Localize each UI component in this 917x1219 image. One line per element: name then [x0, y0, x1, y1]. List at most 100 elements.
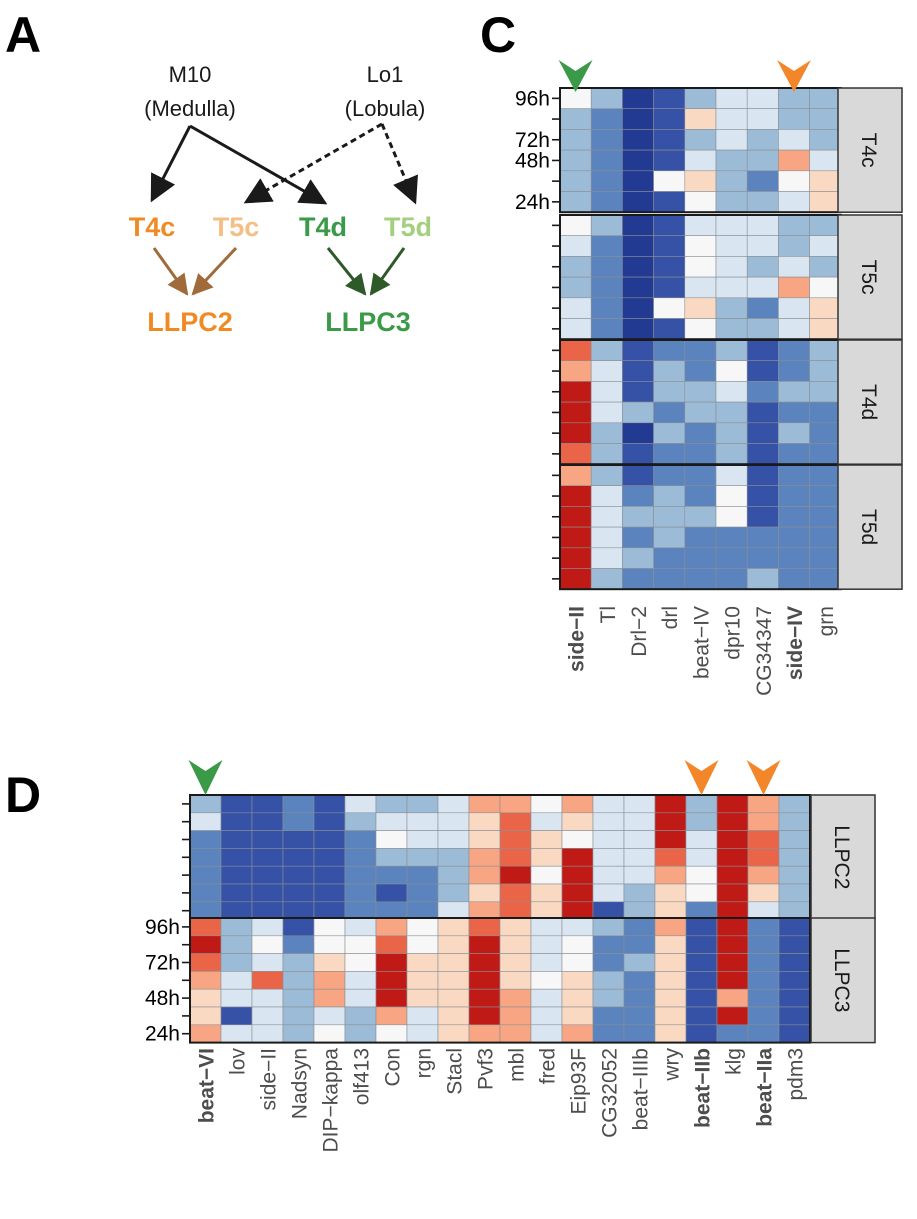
heatmap-cell — [654, 883, 687, 903]
gene-label-pdm3: pdm3 — [785, 1048, 808, 1101]
time-label: 24h — [145, 1023, 180, 1046]
heatmap-cell — [622, 526, 654, 549]
gene-label-side-iv: side−IV — [784, 606, 807, 680]
heatmap-cell — [282, 971, 315, 990]
heatmap-cell — [809, 297, 842, 319]
diagram-edges — [150, 122, 418, 296]
heatmap-cell — [653, 568, 686, 590]
heatmap-cell — [437, 794, 470, 814]
heatmap-cell — [653, 191, 686, 213]
heatmap-cell — [590, 506, 623, 528]
edge-t5d-llpc3 — [369, 247, 406, 296]
heatmap-cell — [590, 318, 623, 340]
gene-label-pvf3: Pvf3 — [475, 1048, 498, 1090]
heatmap-cell — [623, 935, 656, 954]
heatmap-cell — [685, 848, 718, 867]
heatmap-cell — [654, 971, 687, 990]
strip-t5c: T5c — [837, 214, 903, 340]
heatmap-cell — [623, 953, 656, 972]
strip-background — [837, 214, 903, 340]
heatmap-cell — [716, 971, 749, 990]
heatmap-cell — [715, 339, 748, 362]
heatmap-cell — [499, 988, 532, 1008]
heatmap-cell — [809, 443, 842, 465]
heatmap-cell — [313, 901, 346, 920]
gene-label-beat-iiib: beat−IIIb — [630, 1048, 653, 1130]
heatmap-cell — [778, 129, 810, 151]
heatmap-cell — [715, 401, 748, 424]
heatmap-cell — [282, 953, 315, 972]
heatmap-cell — [653, 170, 686, 192]
heatmap-cell — [189, 953, 222, 972]
heatmap-cell — [375, 830, 408, 849]
heatmap-cell — [468, 830, 501, 849]
heatmap-cell — [344, 830, 377, 849]
heatmap-cell — [684, 526, 717, 549]
heatmap-cell — [716, 883, 749, 903]
heatmap-cell — [344, 1006, 377, 1026]
heatmap-cell — [684, 129, 717, 151]
heatmap-cell — [654, 794, 687, 814]
heatmap-cell — [778, 848, 811, 867]
heatmap-cell — [715, 464, 748, 487]
gene-label-klg: klg — [723, 1048, 746, 1075]
heatmap-cell — [653, 129, 686, 151]
heatmap-cell — [716, 812, 749, 831]
edge-t4c-llpc2 — [152, 247, 189, 296]
heatmap-cell — [715, 256, 748, 278]
heatmap-cell — [406, 865, 439, 885]
heatmap-cell — [622, 256, 654, 278]
heatmap-cell — [778, 988, 811, 1008]
heatmap-cell — [746, 149, 779, 172]
gene-label-mbl: mbl — [506, 1048, 529, 1082]
heatmap-cell — [685, 901, 718, 920]
heatmap-cell — [559, 485, 592, 507]
heatmap-cell — [344, 988, 377, 1008]
heatmap-cell — [590, 87, 623, 110]
heatmap-cell — [715, 170, 748, 192]
heatmap-cell — [685, 865, 718, 885]
heatmap-cell — [809, 568, 842, 590]
heatmap-cell — [778, 883, 811, 903]
heatmap-cell — [530, 848, 563, 867]
node-m10-name: M10 — [169, 62, 212, 87]
heatmap-cell — [590, 149, 623, 172]
heatmap-cell — [282, 935, 315, 954]
heatmap-cell — [715, 422, 748, 444]
heatmap-cell — [623, 1024, 656, 1043]
heatmap-cell — [622, 149, 654, 172]
heatmap-cell — [592, 794, 625, 814]
heatmap-cell — [559, 170, 592, 192]
panel-label-c: C — [480, 7, 516, 63]
heatmap-cell — [809, 485, 842, 507]
heatmap-cell — [778, 318, 810, 340]
heatmap-cell — [592, 883, 625, 903]
heatmap-cell — [778, 256, 810, 278]
heatmap-cell — [778, 443, 810, 465]
strip-llpc3: LLPC3 — [810, 917, 876, 1044]
time-label: 48h — [515, 149, 550, 172]
heatmap-group-t4d: T4d — [552, 339, 903, 466]
heatmap-cell — [282, 917, 315, 937]
time-label: 96h — [515, 87, 550, 110]
heatmap-cell — [559, 422, 592, 444]
heatmap-cell — [778, 422, 810, 444]
heatmap-cell — [623, 812, 656, 831]
strip-t4c: T4c — [837, 87, 903, 213]
node-llpc2: LLPC2 — [147, 307, 233, 337]
heatmap-cell — [313, 883, 346, 903]
heatmap-cell — [653, 276, 686, 299]
heatmap-cell — [685, 953, 718, 972]
heatmap-cell — [251, 830, 284, 849]
heatmap-cell — [530, 953, 563, 972]
heatmap-cell — [406, 848, 439, 867]
heatmap-cell — [622, 360, 654, 382]
heatmap-cell — [716, 901, 749, 920]
heatmap-cell — [189, 812, 222, 831]
heatmap-cell — [189, 848, 222, 867]
heatmap-cell — [685, 812, 718, 831]
node-lo1: Lo1 (Lobula) — [345, 62, 426, 121]
heatmap-cell — [809, 547, 842, 569]
heatmap-cell — [654, 830, 687, 849]
heatmap-cell — [530, 988, 563, 1008]
